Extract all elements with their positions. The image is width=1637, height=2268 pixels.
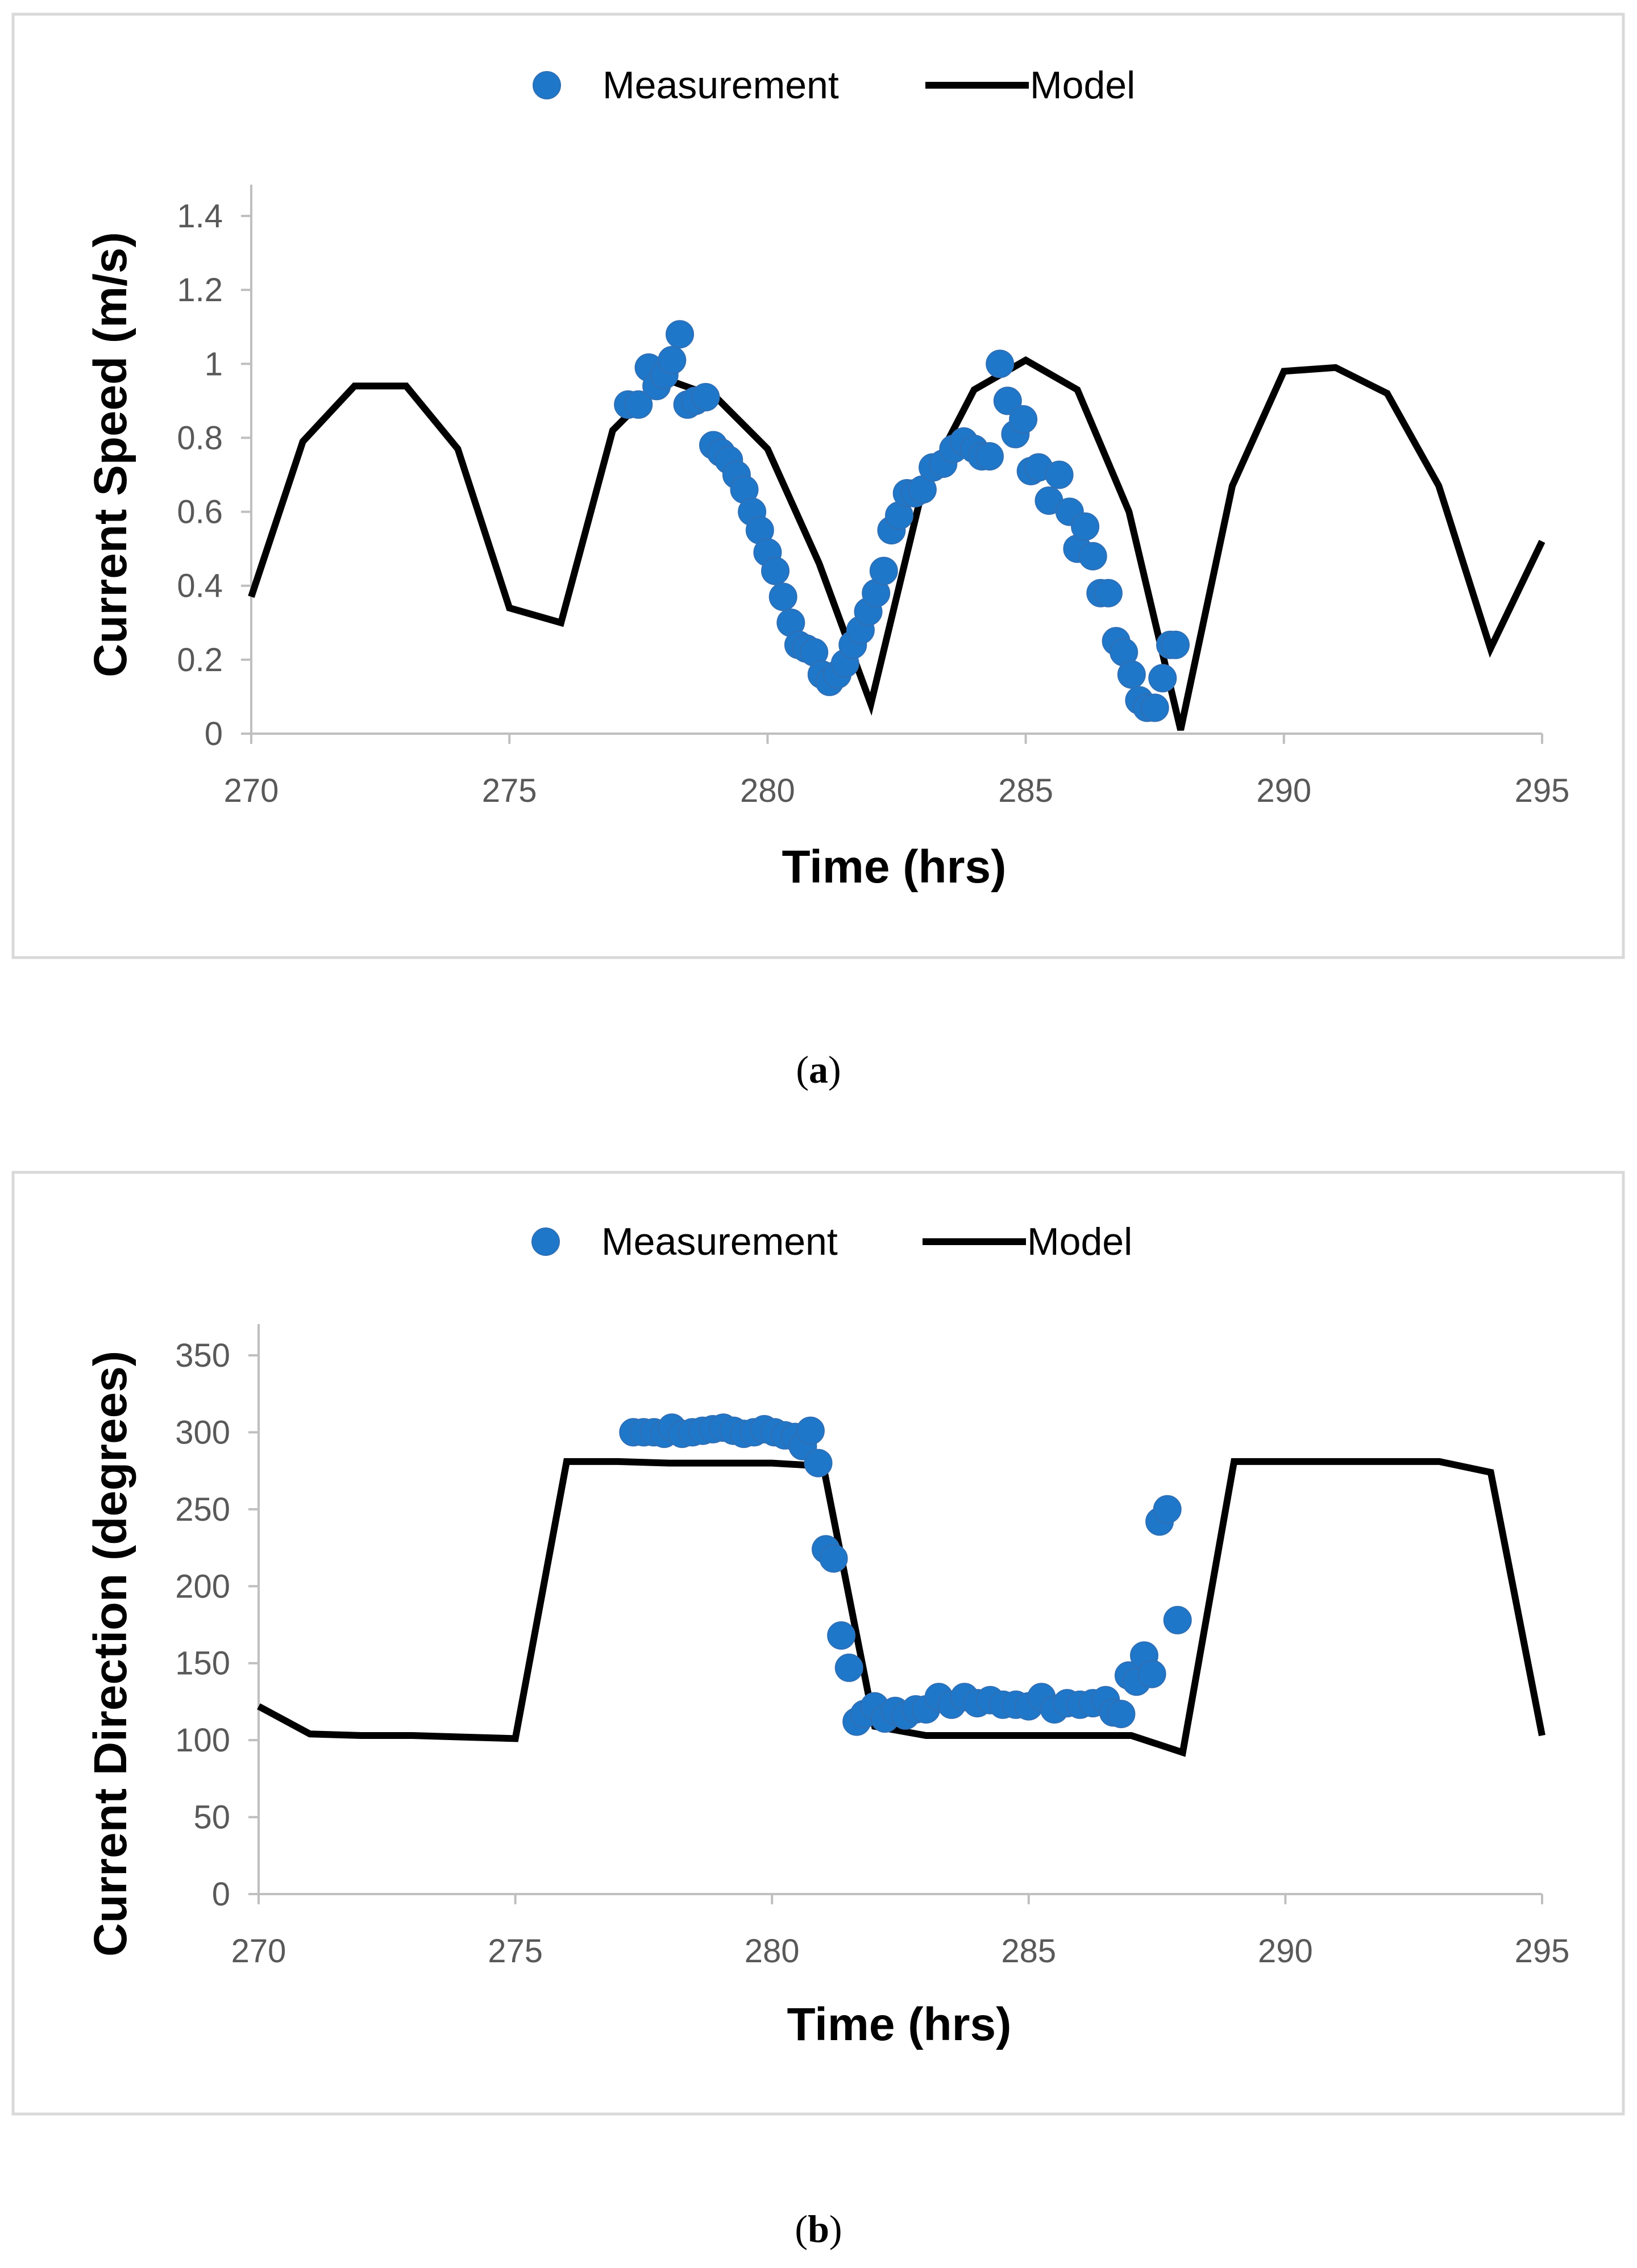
- y-axis-title-b: Current Direction (degrees): [85, 1351, 136, 1957]
- measurement-point-b: [834, 1653, 863, 1682]
- measurement-point-a: [768, 582, 797, 611]
- measurement-point-b: [1107, 1700, 1136, 1729]
- y-tick-label-b: 50: [193, 1799, 230, 1836]
- legend-model-label-a: Model: [1030, 64, 1135, 107]
- caption-letter-a: a: [809, 1048, 828, 1091]
- x-tick-label-a: 270: [224, 772, 279, 809]
- x-tick-label-b: 270: [231, 1933, 286, 1970]
- measurement-point-a: [761, 556, 790, 585]
- y-tick-label-b: 100: [175, 1722, 230, 1759]
- y-tick-label-b: 0: [212, 1876, 230, 1913]
- x-axis-title-b: Time (hrs): [787, 1999, 1012, 2050]
- x-tick-label-b: 280: [745, 1933, 800, 1970]
- y-tick-label-b: 150: [175, 1645, 230, 1682]
- measurement-point-b: [819, 1544, 848, 1573]
- plot-area-a: [248, 320, 1545, 731]
- legend-b: Measurement Model: [531, 1220, 1132, 1263]
- x-tick-label-a: 275: [482, 772, 537, 809]
- measurement-point-a: [975, 442, 1004, 471]
- y-tick-label-a: 0: [205, 715, 223, 752]
- measurement-point-a: [624, 390, 653, 419]
- legend-a: Measurement Model: [533, 64, 1135, 107]
- plot-area-b: [257, 1413, 1545, 1757]
- chart-panel-a: Measurement Model Time (hrs) Current Spe…: [11, 13, 1625, 1091]
- x-tick-label-a: 290: [1256, 772, 1311, 809]
- axes-b: 0 50 100 150 200 250 300 350 270 275 280 285 290 295: [175, 1324, 1569, 1970]
- y-tick-label-a: 0.2: [177, 642, 223, 679]
- y-tick-label-b: 300: [175, 1414, 230, 1451]
- measurement-point-a: [1078, 542, 1107, 571]
- x-axis-title-a: Time (hrs): [782, 841, 1007, 893]
- y-tick-label-a: 0.6: [177, 494, 223, 531]
- measurement-point-a: [658, 346, 687, 374]
- measurement-point-b: [1153, 1495, 1182, 1524]
- measurement-point-b: [1163, 1605, 1192, 1634]
- legend-measurement-label-a: Measurement: [603, 64, 839, 107]
- measurement-point-a: [869, 556, 898, 585]
- measurement-point-a: [1148, 664, 1177, 693]
- model-line-a: [248, 356, 1545, 731]
- measurement-point-b: [827, 1621, 856, 1650]
- measurement-point-b: [796, 1416, 825, 1445]
- y-tick-label-b: 250: [175, 1491, 230, 1528]
- y-tick-label-b: 200: [175, 1568, 230, 1605]
- y-tick-label-a: 0.4: [177, 568, 223, 605]
- x-tick-label-b: 290: [1258, 1933, 1313, 1970]
- y-tick-label-b: 350: [175, 1337, 230, 1374]
- x-tick-label-b: 285: [1001, 1933, 1056, 1970]
- x-tick-label-a: 280: [740, 772, 795, 809]
- legend-measurement-label-b: Measurement: [601, 1220, 838, 1263]
- y-tick-label-a: 1: [205, 346, 223, 382]
- y-tick-label-a: 1.4: [177, 198, 223, 235]
- legend-model-label-b: Model: [1027, 1220, 1132, 1263]
- y-tick-label-a: 1.2: [177, 272, 223, 309]
- chart-frame-b: [11, 1171, 1625, 2116]
- measurement-point-a: [993, 386, 1022, 415]
- x-tick-label-b: 275: [488, 1933, 543, 1970]
- caption-a: (a): [796, 1048, 841, 1091]
- measurement-point-a: [1094, 579, 1123, 607]
- caption-letter-b: b: [808, 2207, 829, 2250]
- axes-a: 0 0.2 0.4 0.6 0.8 1 1.2 1.4 270 275 280 285 290 295: [177, 185, 1569, 809]
- measurement-point-b: [804, 1449, 833, 1478]
- legend-measurement-marker-b: [531, 1227, 560, 1256]
- measurement-point-a: [691, 382, 720, 411]
- measurement-point-a: [1045, 460, 1074, 489]
- measurement-point-a: [1009, 405, 1038, 434]
- model-line-b: [257, 1458, 1545, 1757]
- caption-b: (b): [795, 2207, 842, 2250]
- x-tick-label-b: 295: [1515, 1933, 1570, 1970]
- x-tick-label-a: 285: [998, 772, 1053, 809]
- measurement-point-a: [1161, 630, 1190, 659]
- measurement-point-a: [1071, 512, 1100, 541]
- y-axis-title-a: Current Speed (m/s): [85, 232, 136, 677]
- measurement-point-a: [986, 349, 1015, 378]
- measurement-point-a: [1117, 660, 1146, 689]
- measurement-point-a: [666, 320, 694, 349]
- chart-frame-a: [11, 13, 1625, 959]
- measurement-point-a: [1140, 693, 1169, 722]
- chart-panel-b: Measurement Model Time (hrs) Current Dir…: [11, 1171, 1625, 2250]
- x-tick-label-a: 295: [1515, 772, 1570, 809]
- legend-measurement-marker-a: [533, 71, 561, 99]
- y-tick-label-a: 0.8: [177, 419, 223, 456]
- measurement-point-b: [1137, 1659, 1166, 1688]
